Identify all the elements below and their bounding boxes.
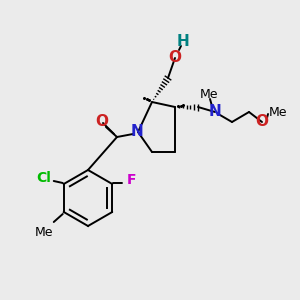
Text: F: F xyxy=(127,173,136,187)
Text: Me: Me xyxy=(34,226,53,238)
Text: Me: Me xyxy=(269,106,287,118)
Text: O: O xyxy=(95,115,109,130)
Text: Me: Me xyxy=(200,88,218,100)
Text: O: O xyxy=(256,115,268,130)
Text: H: H xyxy=(177,34,189,50)
Text: N: N xyxy=(130,124,143,140)
Text: O: O xyxy=(169,50,182,65)
Text: Cl: Cl xyxy=(36,171,51,185)
Text: N: N xyxy=(208,104,221,119)
